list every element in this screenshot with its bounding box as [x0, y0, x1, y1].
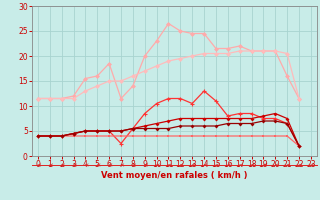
- X-axis label: Vent moyen/en rafales ( km/h ): Vent moyen/en rafales ( km/h ): [101, 171, 248, 180]
